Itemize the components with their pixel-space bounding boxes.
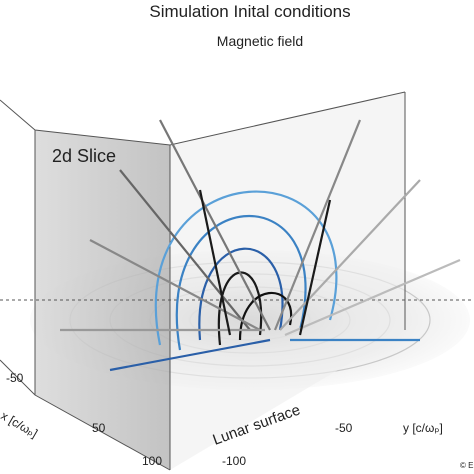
box-edges (0, 91, 474, 471)
y-tick-label: -100 (222, 454, 246, 468)
title: Simulation Inital conditions (149, 2, 350, 21)
y-axis-label: y [c/ωₚ] (403, 421, 443, 435)
x-tick-label: 50 (92, 421, 106, 435)
field-lines (60, 119, 461, 372)
slice-label: 2d Slice (52, 146, 116, 166)
y-tick-label: -50 (335, 421, 353, 435)
back-panel (170, 92, 405, 470)
x-tick-label: 100 (142, 454, 162, 468)
x-tick-label: -50 (6, 371, 24, 385)
credit: © E (460, 461, 473, 470)
x-axis-label: x [c/ωₚ] (0, 408, 40, 440)
subtitle: Magnetic field (217, 33, 303, 49)
